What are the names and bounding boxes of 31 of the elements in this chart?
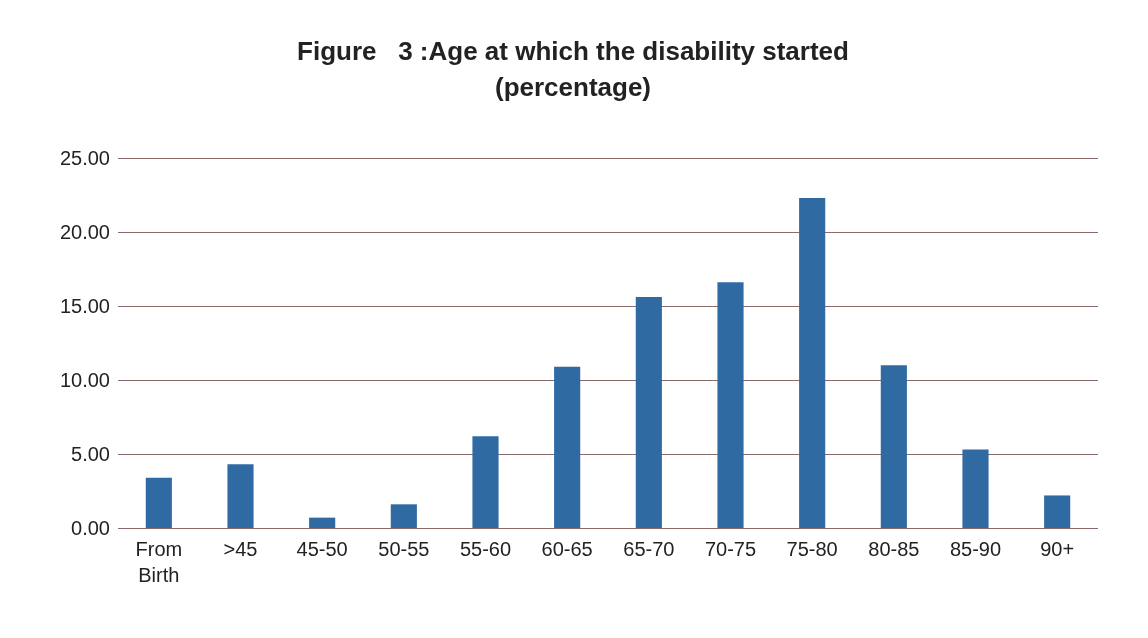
x-tick-label: 45-50 — [296, 538, 348, 560]
bar — [554, 366, 581, 528]
bar — [880, 365, 907, 528]
y-tick-label: 0.00 — [71, 517, 110, 539]
x-tick-label: 75-80 — [786, 538, 838, 560]
x-tick-label: 70-75 — [704, 538, 757, 560]
bar — [390, 504, 417, 528]
x-tick-label: From Birth — [135, 538, 183, 586]
bar — [717, 282, 744, 528]
y-tick-label: 25.00 — [59, 147, 110, 169]
x-tick-label: 90+ — [1040, 538, 1075, 560]
x-tick-label: 50-55 — [378, 538, 430, 560]
y-tick-label: 10.00 — [59, 369, 110, 391]
bar — [472, 436, 499, 528]
bar — [309, 517, 336, 528]
x-tick-label: >45 — [223, 538, 258, 560]
x-tick-label: 60-65 — [541, 538, 593, 560]
x-tick-label: 80-85 — [868, 538, 920, 560]
bar — [799, 197, 826, 528]
y-tick-label: 5.00 — [71, 443, 110, 465]
y-tick-label: 15.00 — [59, 295, 110, 317]
bar — [1044, 495, 1071, 528]
x-tick-label: 65-70 — [623, 538, 675, 560]
bar — [227, 464, 254, 528]
x-tick-label: 85-90 — [949, 538, 1002, 560]
bar — [962, 449, 989, 528]
bar — [635, 297, 662, 528]
chart-title: Figure 3 :Age at which the disability started (percentage) — [297, 36, 849, 102]
y-tick-label: 20.00 — [59, 221, 110, 243]
bar — [145, 477, 172, 528]
x-tick-label: 55-60 — [459, 538, 512, 560]
